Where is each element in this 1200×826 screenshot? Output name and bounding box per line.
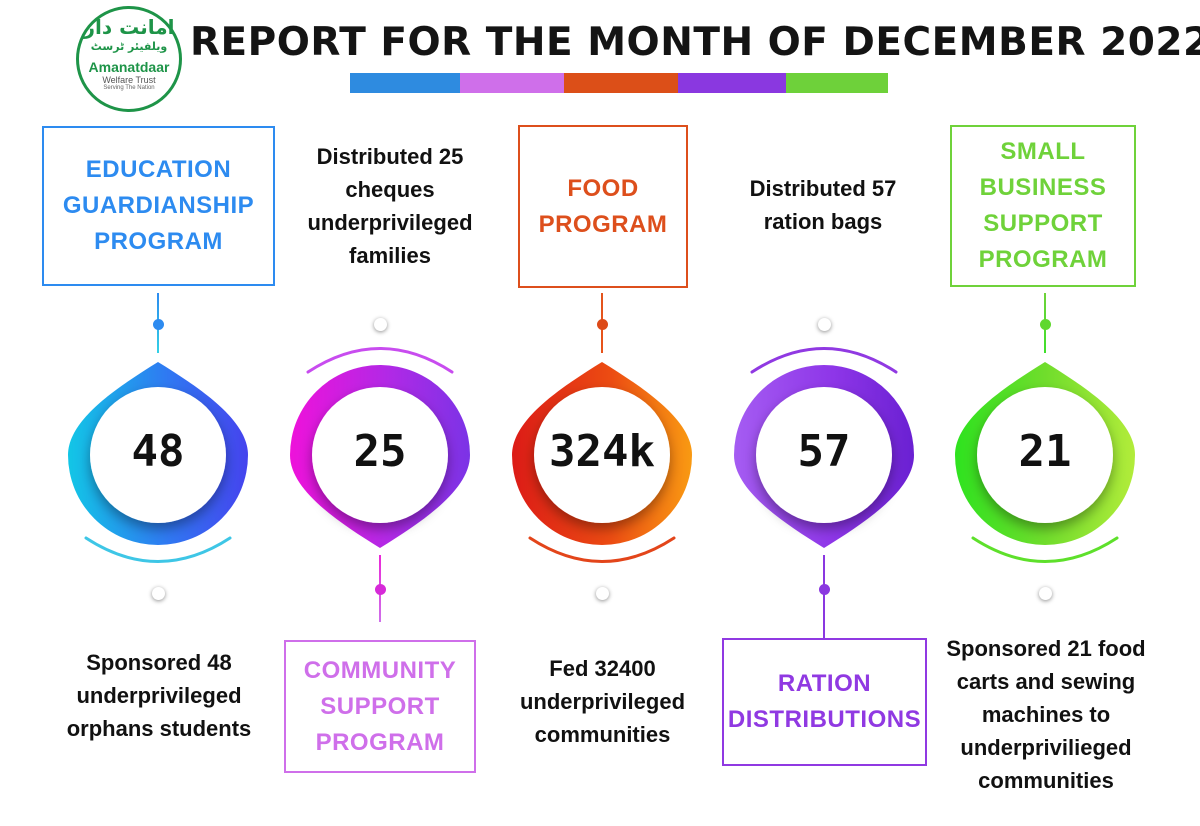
stat-number-ration: 57 xyxy=(797,426,851,477)
marker-dot-community xyxy=(374,318,387,331)
color-bar-orange xyxy=(564,73,678,93)
circle-food xyxy=(534,387,670,523)
program-box-ration: RATION DISTRIBUTIONS xyxy=(722,638,927,766)
program-box-education: EDUCATION GUARDIANSHIP PROGRAM xyxy=(42,126,275,286)
stat-number-food: 324k xyxy=(549,426,655,477)
stat-number-small-business: 21 xyxy=(1018,426,1072,477)
marker-dot-food xyxy=(596,587,609,600)
circle-ration xyxy=(756,387,892,523)
program-box-small-business: SMALL BUSINESS SUPPORT PROGRAM xyxy=(950,125,1136,287)
stat-number-education: 48 xyxy=(131,426,185,477)
marker-dot-education xyxy=(152,587,165,600)
logo-tagline: Serving The Nation xyxy=(103,85,155,91)
logo-subtitle: Welfare Trust xyxy=(102,75,156,85)
program-title-food: FOOD PROGRAM xyxy=(538,174,668,238)
color-bar-purple xyxy=(678,73,786,93)
program-title-ration: RATION DISTRIBUTIONS xyxy=(727,670,922,733)
page-title: REPORT FOR THE MONTH OF DECEMBER 2022 xyxy=(190,20,1200,65)
circle-community xyxy=(312,387,448,523)
logo-name: Amanatdaar xyxy=(88,59,170,75)
color-bar-pink xyxy=(460,73,564,93)
arc-ration xyxy=(750,347,898,374)
amanatdaar-logo: امانت دار ویلفیئر ٹرسٹ Amanatdaar Welfar… xyxy=(76,6,182,112)
program-box-food: FOOD PROGRAM xyxy=(518,125,688,288)
marker-dot-small-business xyxy=(1039,587,1052,600)
color-bar-green xyxy=(786,73,888,93)
program-title-education: EDUCATION GUARDIANSHIP PROGRAM xyxy=(62,156,255,255)
connector-dot-food xyxy=(597,319,608,330)
marker-dot-ration xyxy=(818,318,831,331)
arc-small-business xyxy=(971,536,1119,563)
connector-dot-education xyxy=(153,319,164,330)
description-community: Distributed 25 cheques underprivileged f… xyxy=(307,144,473,268)
connector-dot-community xyxy=(375,584,386,595)
arc-community xyxy=(306,347,454,374)
program-title-community: COMMUNITY SUPPORT PROGRAM xyxy=(303,656,457,756)
connector-line-ration xyxy=(823,555,825,638)
program-title-small-business: SMALL BUSINESS SUPPORT PROGRAM xyxy=(978,138,1108,273)
description-small-business: Sponsored 21 food carts and sewing machi… xyxy=(946,636,1146,793)
circle-education xyxy=(90,387,226,523)
connector-dot-small-business xyxy=(1040,319,1051,330)
arc-food xyxy=(528,536,676,563)
connector-dot-ration xyxy=(819,584,830,595)
description-education: Sponsored 48 underprivileged orphans stu… xyxy=(66,650,252,741)
description-ration: Distributed 57 ration bags xyxy=(749,176,897,234)
program-box-community: COMMUNITY SUPPORT PROGRAM xyxy=(284,640,476,773)
description-food: Fed 32400 underprivileged communities xyxy=(519,656,686,747)
logo-urdu-text: امانت دار xyxy=(83,15,175,39)
arc-education xyxy=(84,536,232,563)
color-bar-blue xyxy=(350,73,460,93)
circle-small-business xyxy=(977,387,1113,523)
logo-urdu-subtext: ویلفیئر ٹرسٹ xyxy=(90,40,168,53)
stat-number-community: 25 xyxy=(353,426,407,477)
